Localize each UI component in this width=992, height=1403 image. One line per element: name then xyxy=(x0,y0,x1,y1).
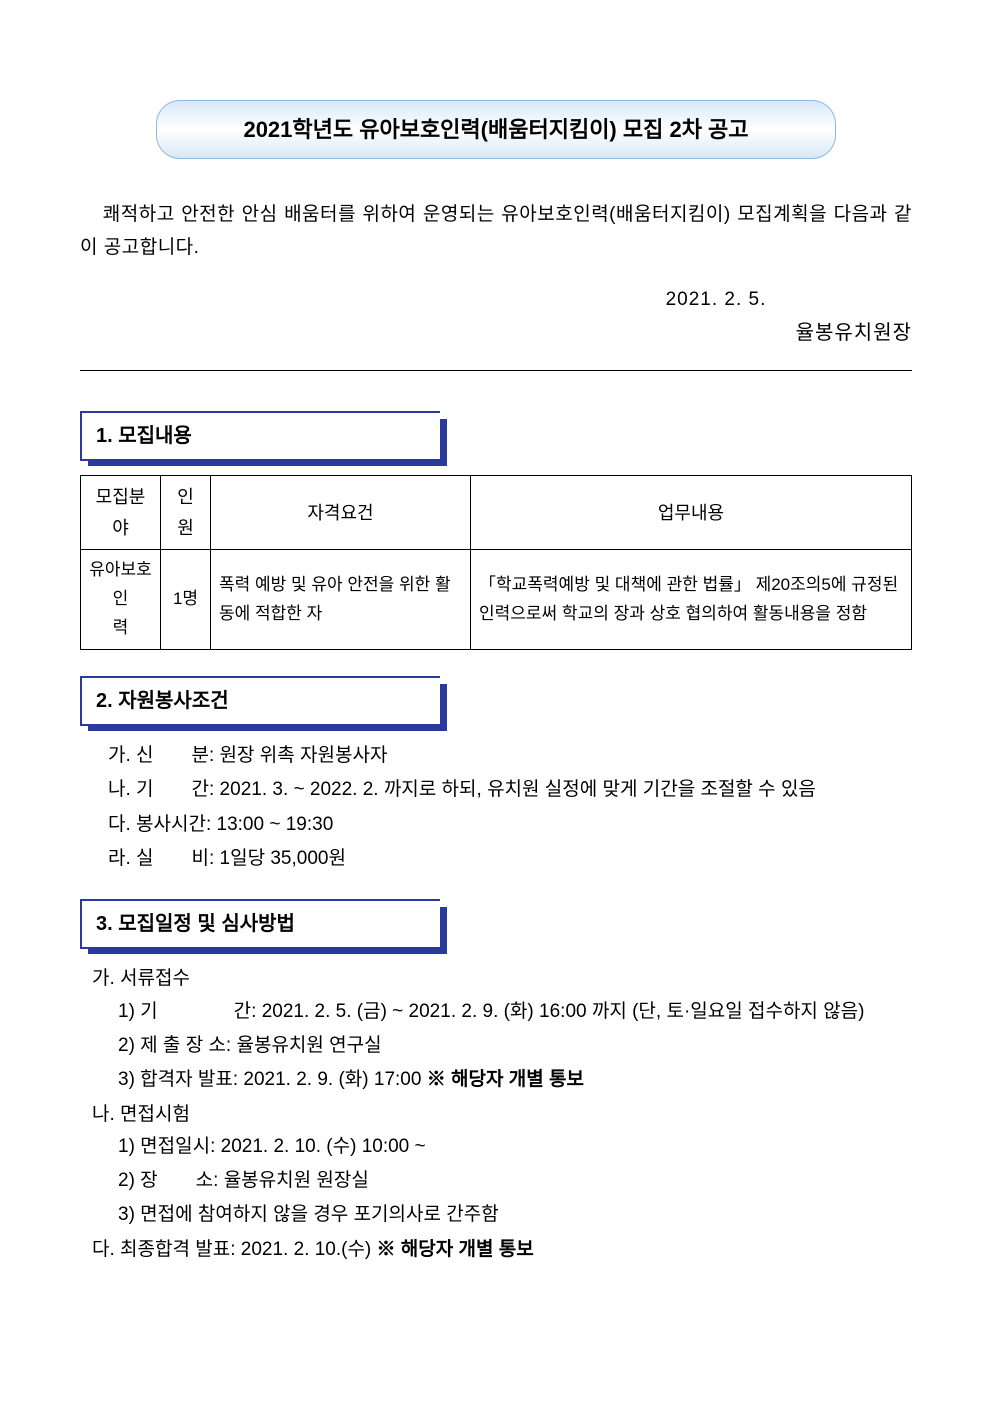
schedule-b3: 3) 면접에 참여하지 않을 경우 포기의사로 간주함 xyxy=(118,1199,912,1231)
section-1-heading-text: 1. 모집내용 xyxy=(96,425,192,447)
td-field: 유아보호 인 력 xyxy=(81,550,161,650)
schedule-block: 가. 서류접수 1) 기 간: 2021. 2. 5. (금) ~ 2021. … xyxy=(80,963,912,1266)
td-count: 1명 xyxy=(161,550,211,650)
schedule-c-bold: ※ 해당자 개별 통보 xyxy=(377,1239,534,1260)
title-text: 2021학년도 유아보호인력(배움터지킴이) 모집 2차 공고 xyxy=(243,117,748,142)
divider xyxy=(80,370,912,371)
schedule-b-list: 1) 면접일시: 2021. 2. 10. (수) 10:00 ~ 2) 장 소… xyxy=(92,1131,912,1232)
td-duty: 「학교폭력예방 및 대책에 관한 법률」 제20조의5에 규정된 인력으로써 학… xyxy=(471,550,912,650)
section-2-heading-text: 2. 자원봉사조건 xyxy=(96,690,229,712)
schedule-a3-bold: ※ 해당자 개별 통보 xyxy=(427,1069,584,1090)
th-duty: 업무내용 xyxy=(471,476,912,550)
td-qual: 폭력 예방 및 유아 안전을 위한 활동에 적합한 자 xyxy=(211,550,471,650)
schedule-c-prefix: 다. 최종합격 발표: 2021. 2. 10.(수) xyxy=(92,1239,377,1260)
section-2-heading: 2. 자원봉사조건 xyxy=(80,676,440,726)
schedule-a2: 2) 제 출 장 소: 율봉유치원 연구실 xyxy=(118,1030,912,1062)
schedule-a-list: 1) 기 간: 2021. 2. 5. (금) ~ 2021. 2. 9. (화… xyxy=(92,996,912,1097)
condition-b: 나. 기 간: 2021. 3. ~ 2022. 2. 까지로 하되, 유치원 … xyxy=(108,774,912,806)
recruitment-table: 모집분야 인원 자격요건 업무내용 유아보호 인 력 1명 폭력 예방 및 유아… xyxy=(80,475,912,650)
td-field-line1: 유아보호 xyxy=(89,560,152,579)
td-field-line2: 인 력 xyxy=(113,589,163,637)
date-line: 2021. 2. 5. xyxy=(80,284,912,316)
schedule-a-heading: 가. 서류접수 xyxy=(92,963,912,995)
intro-paragraph: 쾌적하고 안전한 안심 배움터를 위하여 운영되는 유아보호인력(배움터지킴이)… xyxy=(80,199,912,264)
section-1-heading: 1. 모집내용 xyxy=(80,411,440,461)
condition-c: 다. 봉사시간: 13:00 ~ 19:30 xyxy=(108,809,912,841)
conditions-list: 가. 신 분: 원장 위촉 자원봉사자 나. 기 간: 2021. 3. ~ 2… xyxy=(80,740,912,875)
th-qual: 자격요건 xyxy=(211,476,471,550)
table-header-row: 모집분야 인원 자격요건 업무내용 xyxy=(81,476,912,550)
condition-a: 가. 신 분: 원장 위촉 자원봉사자 xyxy=(108,740,912,772)
schedule-b-heading: 나. 면접시험 xyxy=(92,1099,912,1131)
schedule-a3-prefix: 3) 합격자 발표: 2021. 2. 9. (화) 17:00 xyxy=(118,1069,427,1090)
th-field: 모집분야 xyxy=(81,476,161,550)
title-banner: 2021학년도 유아보호인력(배움터지킴이) 모집 2차 공고 xyxy=(156,100,836,159)
condition-d: 라. 실 비: 1일당 35,000원 xyxy=(108,843,912,875)
schedule-a3: 3) 합격자 발표: 2021. 2. 9. (화) 17:00 ※ 해당자 개… xyxy=(118,1064,912,1096)
schedule-b2: 2) 장 소: 율봉유치원 원장실 xyxy=(118,1165,912,1197)
schedule-a1: 1) 기 간: 2021. 2. 5. (금) ~ 2021. 2. 9. (화… xyxy=(118,996,912,1028)
section-3-heading: 3. 모집일정 및 심사방법 xyxy=(80,899,440,949)
th-count: 인원 xyxy=(161,476,211,550)
schedule-b1: 1) 면접일시: 2021. 2. 10. (수) 10:00 ~ xyxy=(118,1131,912,1163)
signature-line: 율봉유치원장 xyxy=(80,316,912,350)
schedule-c: 다. 최종합격 발표: 2021. 2. 10.(수) ※ 해당자 개별 통보 xyxy=(92,1234,912,1266)
table-row: 유아보호 인 력 1명 폭력 예방 및 유아 안전을 위한 활동에 적합한 자 … xyxy=(81,550,912,650)
section-3-heading-text: 3. 모집일정 및 심사방법 xyxy=(96,913,295,935)
